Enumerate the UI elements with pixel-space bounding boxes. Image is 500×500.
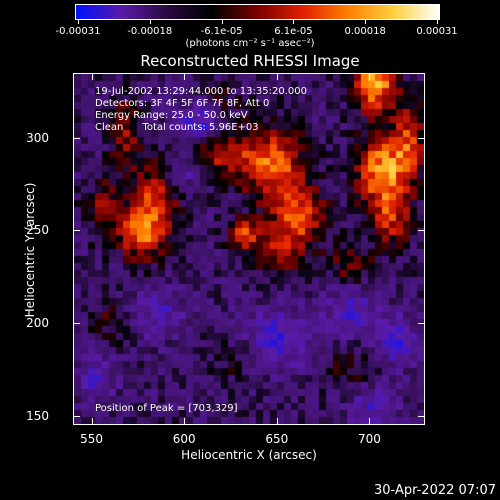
- x-tick-label: 700: [357, 432, 381, 446]
- plot-title: Reconstructed RHESSI Image: [140, 52, 360, 70]
- info-clean-counts: Clean Total counts: 5.96E+03: [95, 122, 259, 133]
- colorbar: [75, 4, 440, 20]
- y-tick-mark: [418, 323, 424, 325]
- peak-position-text: Position of Peak = [703,329]: [95, 403, 238, 414]
- x-tick-mark: [184, 418, 186, 424]
- colorbar-tick-mark: [78, 20, 79, 24]
- info-detectors: Detectors: 3F 4F 5F 6F 7F 8F, Att 0: [95, 98, 270, 109]
- x-tick-mark: [369, 418, 371, 424]
- footer-date: 30-Apr-2022 07:07: [374, 483, 496, 498]
- colorbar-tick-mark: [293, 20, 295, 24]
- y-tick-mark: [74, 230, 80, 232]
- y-tick-mark: [418, 137, 424, 139]
- x-tick-mark: [369, 74, 371, 80]
- heatmap-image: [74, 74, 424, 424]
- y-axis-label: Heliocentric Y (arcsec): [23, 182, 37, 318]
- y-tick-label: 200: [26, 316, 49, 331]
- y-tick-mark: [74, 323, 80, 325]
- colorbar-tick-mark: [221, 20, 223, 24]
- x-tick-mark: [276, 74, 278, 80]
- x-tick-label: 600: [172, 432, 196, 446]
- x-tick-mark: [91, 74, 93, 80]
- x-axis-label: Heliocentric X (arcsec): [181, 448, 317, 462]
- colorbar-tick-mark: [149, 20, 151, 24]
- colorbar-unit-label: (photons cm⁻² s⁻¹ asec⁻²): [185, 38, 315, 49]
- info-time-range: 19-Jul-2002 13:29:44.000 to 13:35:20.000: [95, 86, 307, 97]
- y-tick-mark: [418, 230, 424, 232]
- y-tick-mark: [74, 137, 80, 139]
- x-tick-label: 550: [80, 432, 103, 446]
- colorbar-tick-label: 0.00031: [416, 26, 458, 37]
- y-tick-mark: [418, 415, 424, 417]
- plot-area: 19-Jul-2002 13:29:44.000 to 13:35:20.000…: [73, 73, 425, 425]
- x-tick-mark: [276, 418, 278, 424]
- colorbar-tick-label: -0.00018: [127, 26, 173, 37]
- colorbar-tick-label: 6.1e-05: [274, 26, 313, 37]
- colorbar-tick-label: 0.00018: [344, 26, 386, 37]
- x-tick-label: 650: [265, 432, 289, 446]
- y-tick-label: 150: [26, 408, 49, 423]
- colorbar-tick-label: -0.00031: [55, 26, 101, 37]
- y-tick-label: 300: [26, 130, 49, 145]
- colorbar-tick-mark: [365, 20, 367, 24]
- y-tick-label: 250: [26, 223, 49, 238]
- colorbar-tick-mark: [437, 20, 438, 24]
- colorbar-tick-label: -6.1e-05: [200, 26, 243, 37]
- x-tick-mark: [91, 418, 93, 424]
- x-tick-mark: [184, 74, 186, 80]
- y-tick-mark: [74, 415, 80, 417]
- info-energy-range: Energy Range: 25.0 - 50.0 keV: [95, 110, 248, 121]
